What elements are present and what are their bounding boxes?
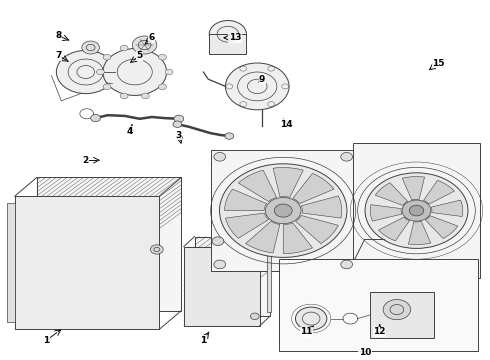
Bar (211, 150, 356, 271)
Polygon shape (225, 213, 269, 238)
Circle shape (142, 93, 149, 99)
Circle shape (250, 313, 259, 320)
Circle shape (173, 121, 182, 127)
Polygon shape (37, 177, 181, 311)
Polygon shape (301, 196, 342, 218)
Circle shape (103, 49, 167, 95)
Circle shape (97, 69, 104, 75)
Text: 15: 15 (432, 58, 445, 68)
Polygon shape (184, 247, 260, 326)
Circle shape (212, 237, 224, 246)
Circle shape (341, 153, 352, 161)
Circle shape (274, 204, 292, 217)
Text: 11: 11 (300, 328, 313, 336)
Circle shape (159, 54, 167, 60)
Circle shape (132, 36, 157, 54)
Polygon shape (425, 216, 458, 238)
Circle shape (220, 164, 347, 257)
Polygon shape (293, 173, 334, 204)
Circle shape (266, 198, 301, 224)
Circle shape (142, 45, 149, 51)
Circle shape (120, 45, 128, 51)
Circle shape (82, 41, 99, 54)
Text: 10: 10 (359, 348, 371, 356)
Polygon shape (370, 205, 402, 221)
Text: 5: 5 (137, 51, 143, 60)
Text: 13: 13 (229, 33, 242, 42)
Circle shape (409, 205, 424, 216)
Circle shape (103, 54, 111, 60)
Text: 7: 7 (55, 51, 62, 60)
Text: 8: 8 (56, 31, 62, 40)
Polygon shape (238, 170, 277, 202)
Bar (7, 203, 15, 322)
Circle shape (103, 84, 111, 90)
Text: 9: 9 (259, 75, 266, 84)
Circle shape (225, 63, 289, 110)
Bar (370, 292, 434, 338)
Polygon shape (273, 167, 303, 197)
Polygon shape (423, 180, 454, 204)
Circle shape (383, 300, 411, 320)
Circle shape (56, 50, 115, 94)
Polygon shape (15, 196, 159, 329)
Polygon shape (195, 237, 270, 316)
Polygon shape (402, 177, 424, 200)
Text: 1: 1 (44, 336, 49, 345)
Polygon shape (224, 189, 267, 211)
Circle shape (150, 245, 163, 254)
Circle shape (341, 260, 352, 269)
Circle shape (159, 84, 167, 90)
Circle shape (225, 133, 234, 139)
Text: 12: 12 (373, 328, 386, 336)
Polygon shape (295, 215, 338, 244)
Circle shape (209, 21, 246, 48)
Polygon shape (379, 217, 410, 241)
Circle shape (120, 93, 128, 99)
Circle shape (91, 114, 100, 122)
Text: 4: 4 (126, 127, 133, 136)
Bar (267, 244, 271, 312)
Bar (353, 143, 480, 278)
Polygon shape (431, 200, 463, 216)
Polygon shape (409, 221, 431, 244)
Circle shape (295, 307, 327, 330)
Text: 3: 3 (176, 130, 182, 139)
Circle shape (174, 115, 184, 122)
Bar (209, 34, 246, 54)
Polygon shape (283, 223, 313, 254)
Circle shape (214, 153, 225, 161)
Circle shape (165, 69, 173, 75)
Text: 6: 6 (149, 33, 155, 42)
Circle shape (214, 260, 225, 269)
Polygon shape (375, 183, 408, 206)
Circle shape (402, 200, 431, 221)
Bar (279, 259, 478, 351)
Text: 2: 2 (83, 156, 89, 165)
Circle shape (365, 173, 468, 248)
Text: 14: 14 (280, 120, 293, 129)
Text: 1: 1 (200, 336, 206, 345)
Polygon shape (245, 221, 280, 253)
